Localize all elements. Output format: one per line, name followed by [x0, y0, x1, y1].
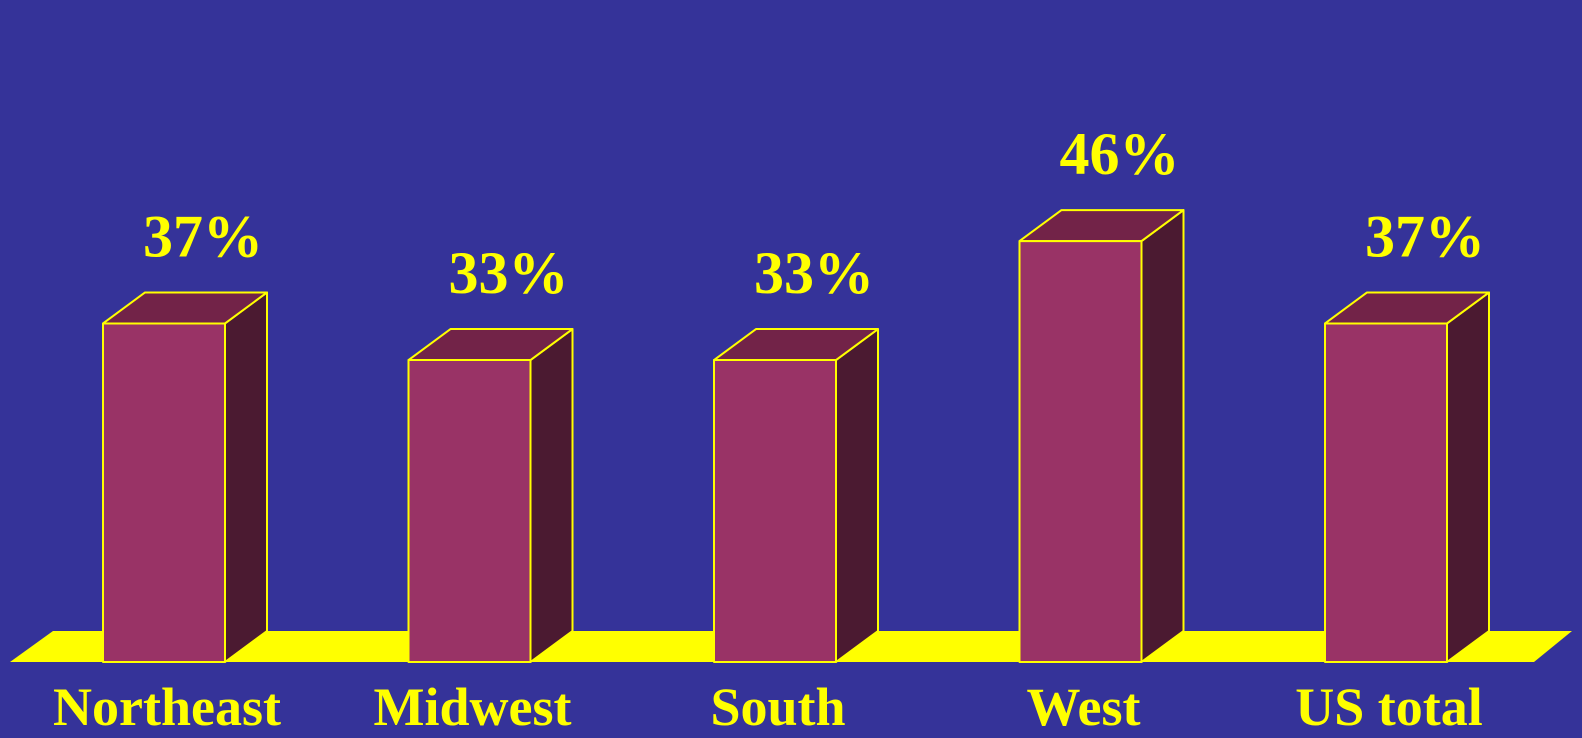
bar-side-face [529, 328, 574, 663]
bars-group [102, 209, 1490, 663]
bar-side-face [1446, 291, 1490, 663]
bar [102, 291, 268, 663]
bar-front-face [407, 359, 532, 663]
bar-value-label: 33% [449, 240, 569, 306]
bar-front-face [713, 359, 837, 663]
category-labels-group: Northeast Midwest South West US total [53, 677, 1483, 737]
category-label: Midwest [374, 677, 572, 737]
bar-front-face [1324, 322, 1448, 663]
bar [1018, 209, 1185, 663]
bar-value-label: 46% [1060, 121, 1180, 187]
bar-side-face [224, 291, 268, 663]
category-label: South [710, 677, 845, 737]
category-label: Northeast [53, 677, 281, 737]
value-labels-group: 37% 33% 33% 46% 37% [143, 121, 1485, 306]
bar [1324, 291, 1490, 663]
category-label: US total [1295, 677, 1483, 737]
bar-side-face [1140, 209, 1185, 663]
bar-value-label: 33% [754, 240, 874, 306]
bar-front-face [1018, 240, 1143, 663]
bar-front-face [102, 322, 226, 663]
category-label: West [1027, 677, 1141, 737]
bar-value-label: 37% [1365, 203, 1485, 269]
bar [407, 328, 574, 663]
bar-side-face [835, 328, 879, 663]
bar [713, 328, 879, 663]
bar-value-label: 37% [143, 203, 263, 269]
